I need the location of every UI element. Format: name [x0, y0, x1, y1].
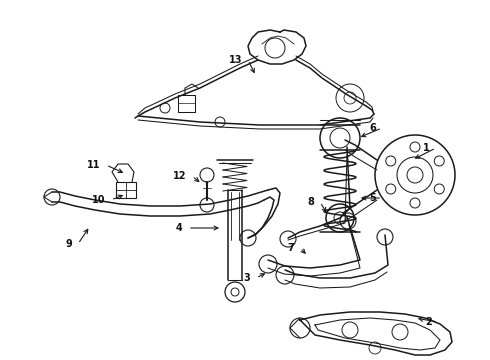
- Text: 6: 6: [369, 123, 376, 133]
- Text: 10: 10: [92, 195, 105, 205]
- Text: 12: 12: [172, 171, 186, 181]
- Text: 4: 4: [175, 223, 182, 233]
- Text: 5: 5: [369, 193, 376, 203]
- Text: 8: 8: [307, 197, 314, 207]
- Text: 1: 1: [423, 143, 430, 153]
- Text: 11: 11: [87, 160, 100, 170]
- Text: 13: 13: [228, 55, 242, 65]
- Text: 3: 3: [243, 273, 250, 283]
- Text: 7: 7: [287, 243, 294, 253]
- FancyBboxPatch shape: [116, 182, 136, 198]
- Text: 9: 9: [65, 239, 72, 249]
- Text: 2: 2: [425, 317, 432, 327]
